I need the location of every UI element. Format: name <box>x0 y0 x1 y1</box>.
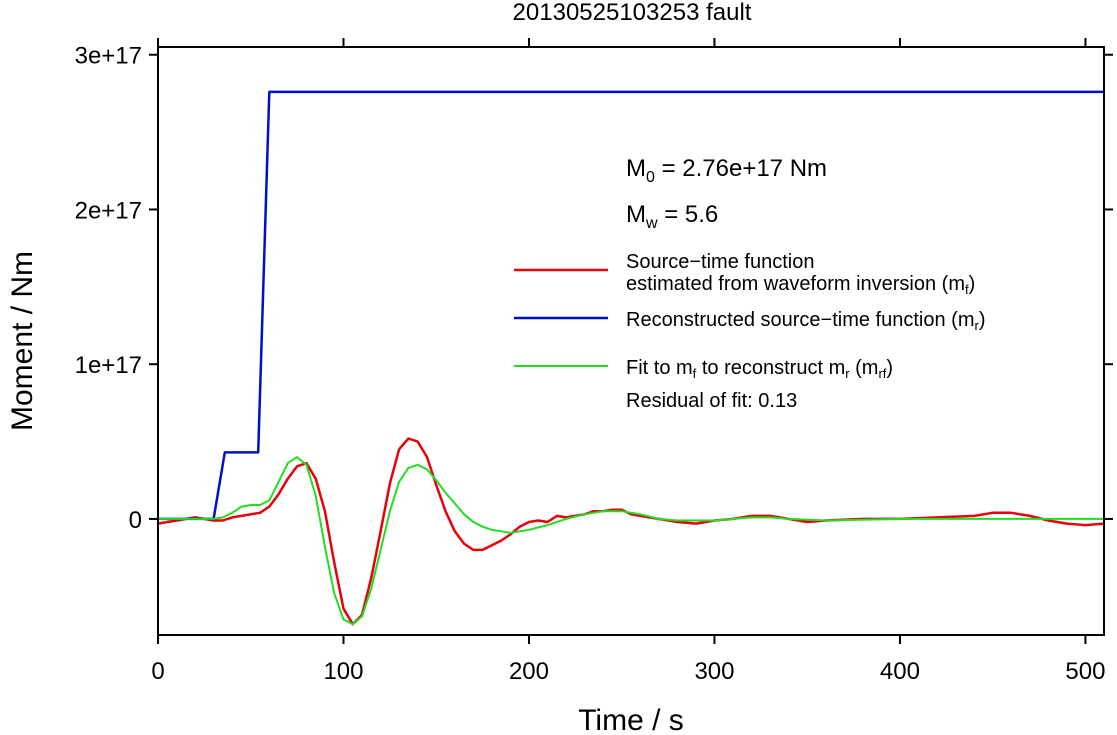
series-fit <box>158 456 1104 626</box>
plot-frame <box>157 46 1105 636</box>
y-tick-label: 0 <box>129 507 142 534</box>
x-tick-label: 0 <box>151 658 164 685</box>
x-axis-label: Time / s <box>578 704 684 735</box>
x-tick-label: 400 <box>880 658 920 685</box>
legend: Source−time function estimated from wave… <box>514 251 986 412</box>
y-tick-label: 2e+17 <box>75 197 142 224</box>
y-tick-label: 3e+17 <box>75 43 142 70</box>
series-source-time-function <box>157 437 1105 626</box>
axes-layer: 0 100 200 300 400 500 0 1e+17 2e+17 3e+17 <box>75 38 1113 685</box>
x-tick-label: 300 <box>694 658 734 685</box>
legend-label-source-time-function-line2: estimated from waveform inversion (mf) <box>626 273 975 297</box>
moment-magnitude-annotation: Mw = 5.6 <box>626 201 718 232</box>
series-layer <box>157 90 1105 626</box>
chart-title: 20130525103253 fault <box>513 0 752 26</box>
seismic-moment-annotation: M0 = 2.76e+17 Nm <box>626 155 827 186</box>
x-tick-label: 100 <box>323 658 363 685</box>
residual-annotation: Residual of fit: 0.13 <box>626 390 797 412</box>
legend-label-source-time-function-line1: Source−time function <box>626 251 814 273</box>
y-tick-label: 1e+17 <box>75 352 142 379</box>
x-tick-label: 200 <box>509 658 549 685</box>
y-axis-label: Moment / Nm <box>6 251 39 431</box>
legend-label-fit: Fit to mf to reconstruct mr (mrf) <box>626 357 893 381</box>
legend-label-reconstructed: Reconstructed source−time function (mr) <box>626 309 986 333</box>
x-tick-label: 500 <box>1065 658 1105 685</box>
